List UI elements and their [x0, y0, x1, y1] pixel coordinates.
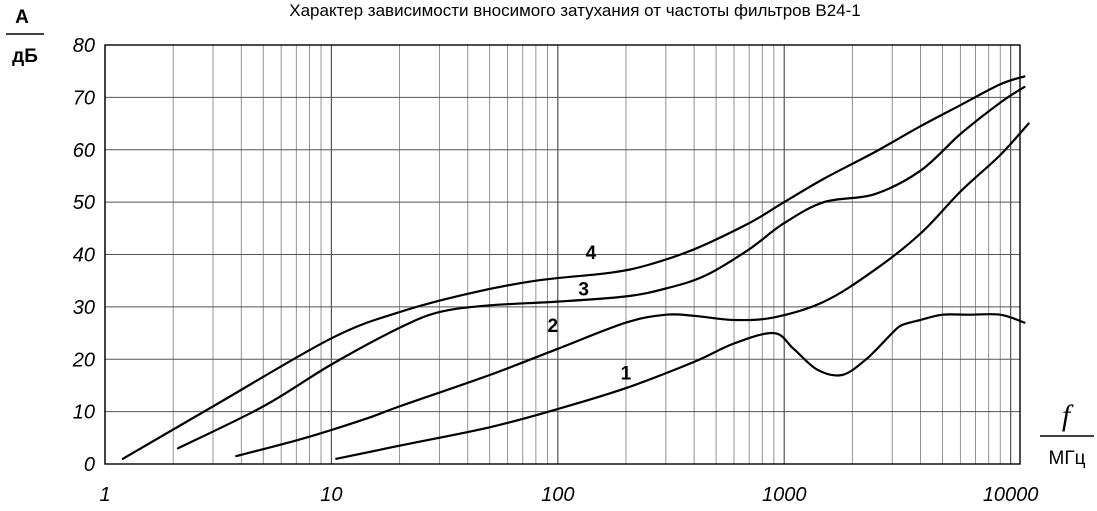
- y-axis-label-top: А: [15, 7, 29, 28]
- grid: [104, 44, 1021, 465]
- tick-labels: 0 10 20 30 40 50 60 70 80 1 10 100 1000 10000: [72, 35, 1039, 506]
- curve-series-1: [335, 313, 1026, 460]
- x-tick-label: 100: [541, 484, 574, 506]
- x-tick-label: 1000: [762, 484, 807, 506]
- y-tick-label: 50: [73, 192, 95, 214]
- curve-series-4: [121, 75, 1026, 460]
- x-axis-label-top: f: [1062, 399, 1074, 432]
- y-tick-label: 60: [73, 140, 95, 162]
- curve-label-2: 2: [547, 316, 558, 337]
- curve-labels: 1 23 4: [547, 243, 631, 384]
- y-tick-label: 0: [84, 454, 95, 476]
- curve-series-2: [235, 122, 1030, 458]
- y-tick-label: 40: [73, 245, 95, 267]
- y-tick-label: 30: [73, 297, 95, 319]
- x-axis-label-bottom: МГц: [1049, 448, 1086, 469]
- x-tick-label: 10: [320, 484, 342, 506]
- x-tick-label: 10000: [983, 484, 1039, 506]
- chart-title: Характер зависимости вносимого затухания…: [289, 1, 860, 20]
- y-tick-label: 20: [72, 349, 95, 371]
- y-axis-label-bottom: дБ: [12, 46, 38, 67]
- curve-label-1: 1: [621, 363, 632, 384]
- curve-label-3: 3: [578, 280, 589, 301]
- curves: [121, 75, 1030, 460]
- y-tick-label: 80: [73, 35, 95, 57]
- plot-frame: [104, 44, 1021, 465]
- curve-label-4: 4: [586, 243, 597, 264]
- curve-series-3: [176, 85, 1026, 450]
- y-tick-label: 70: [73, 87, 95, 109]
- x-tick-label: 1: [99, 484, 110, 506]
- y-tick-label: 10: [73, 402, 95, 424]
